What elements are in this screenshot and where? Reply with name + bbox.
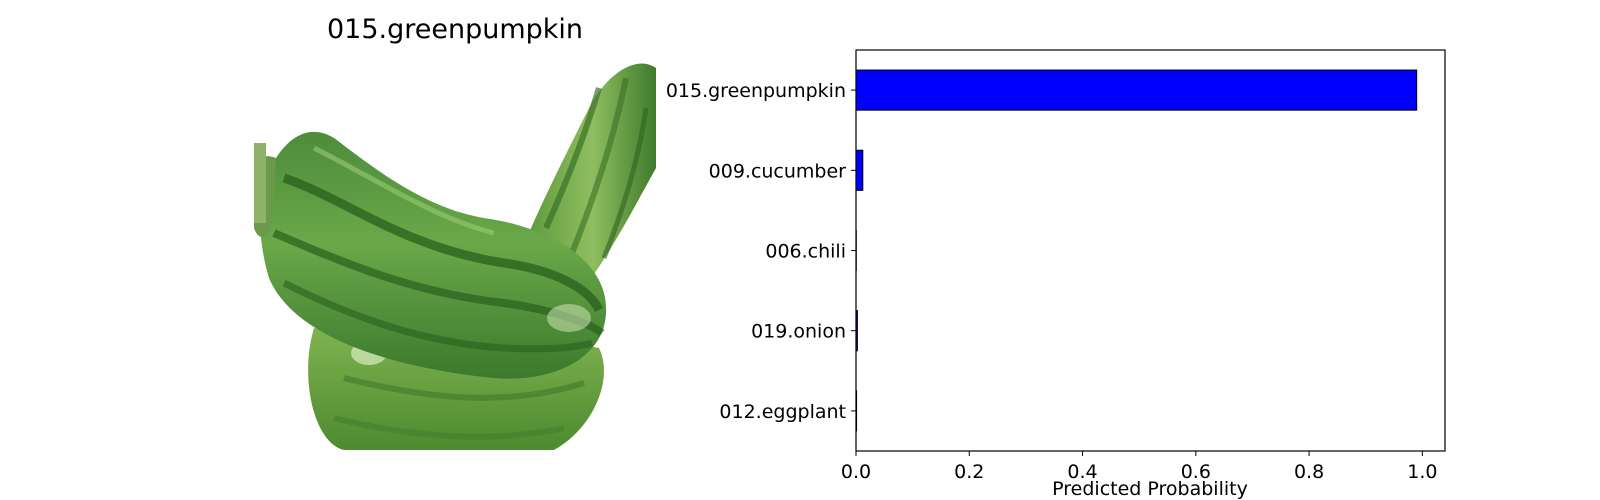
bar-onion (855, 310, 858, 352)
bar-greenpumpkin (855, 69, 1418, 111)
y-tick-label: 006.chili (765, 241, 846, 263)
x-tick-label: 0.2 (954, 461, 984, 483)
bar-eggplant (855, 390, 858, 432)
y-tick-label: 009.cucumber (709, 160, 847, 182)
x-tick-label: 0.8 (1294, 461, 1324, 483)
y-tick-label: 019.onion (751, 321, 846, 343)
x-tick-label: 0.0 (841, 461, 871, 483)
image-title: 015.greenpumpkin (326, 14, 584, 45)
x-axis-label: Predicted Probability (1052, 478, 1248, 500)
x-tick-label: 0.6 (1181, 461, 1211, 483)
y-tick-label: 015.greenpumpkin (666, 80, 846, 102)
y-tick-label: 012.eggplant (719, 401, 846, 423)
bar-cucumber (855, 149, 864, 191)
x-tick-label: 0.4 (1067, 461, 1097, 483)
green-pumpkin-photo (254, 63, 656, 450)
x-tick-label: 1.0 (1407, 461, 1437, 483)
